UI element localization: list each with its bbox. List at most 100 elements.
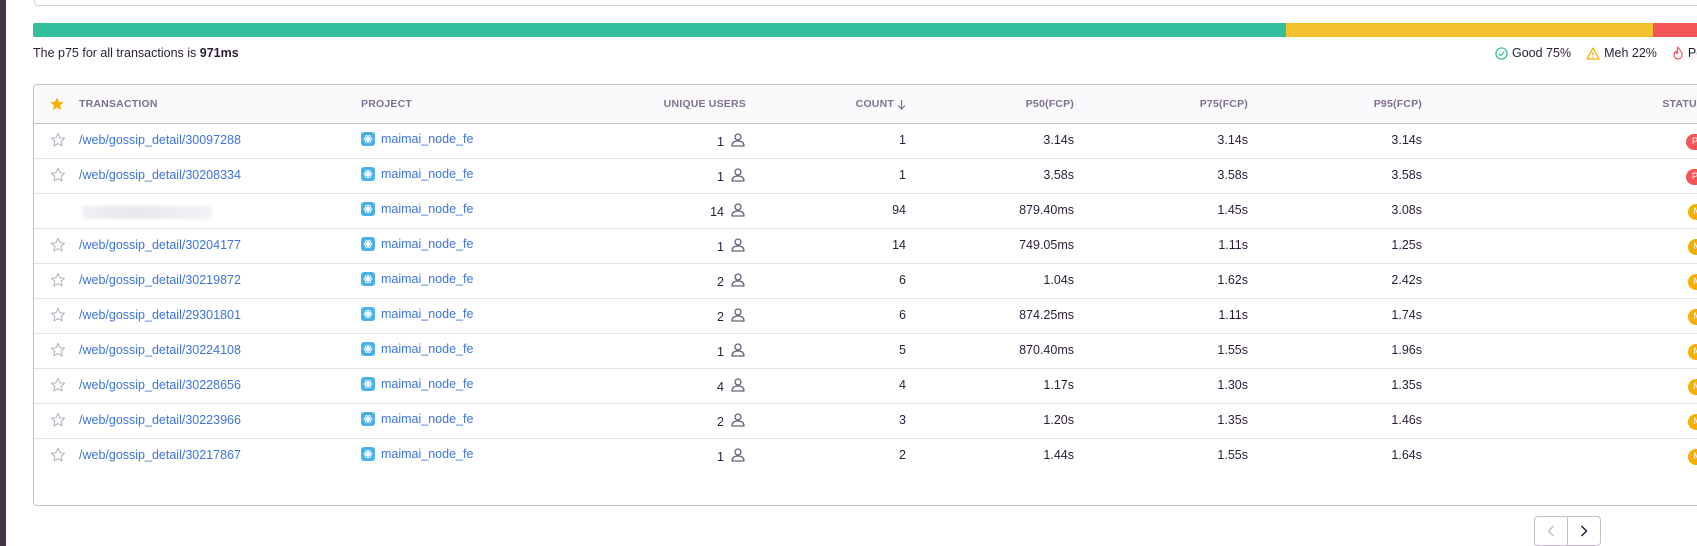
legend: Good 75% Meh 22% Poor 2% bbox=[1495, 46, 1697, 60]
transaction-link[interactable]: /web/gossip_detail/29301801 bbox=[79, 308, 241, 322]
count-value: 4 bbox=[899, 378, 906, 392]
project-link[interactable]: maimai_node_fe bbox=[361, 307, 473, 321]
unique-users-value: 4 bbox=[717, 379, 724, 394]
p75-value-cell: 1.55s bbox=[1217, 448, 1248, 462]
table-row: /web/gossip_detail/30224108 maimai_node_f… bbox=[34, 333, 1697, 369]
header-transaction[interactable]: TRANSACTION bbox=[79, 98, 158, 110]
p50-value: 3.58s bbox=[1043, 168, 1074, 182]
project-link[interactable]: maimai_node_fe bbox=[361, 342, 473, 356]
p75-value-cell: 1.45s bbox=[1217, 203, 1248, 217]
transaction-link[interactable]: /web/gossip_detail/30224108 bbox=[79, 343, 241, 357]
header-count[interactable]: COUNT bbox=[856, 98, 906, 110]
star-icon[interactable] bbox=[50, 237, 66, 253]
unique-users-value: 2 bbox=[717, 274, 724, 289]
p75-value-cell: 1.11s bbox=[1218, 308, 1248, 322]
p75-value-cell: 1.11s bbox=[1218, 238, 1248, 252]
warning-icon bbox=[1586, 46, 1600, 60]
header-p50[interactable]: P50(FCP) bbox=[1025, 98, 1074, 110]
p75-value-cell: 1.55s bbox=[1217, 343, 1248, 357]
p95-value: 1.25s bbox=[1391, 238, 1422, 252]
star-icon[interactable] bbox=[50, 412, 66, 428]
project-link[interactable]: maimai_node_fe bbox=[361, 132, 473, 146]
star-icon[interactable] bbox=[50, 272, 66, 288]
project-name: maimai_node_fe bbox=[381, 167, 474, 181]
p95-value: 1.46s bbox=[1391, 413, 1422, 427]
pagination bbox=[1534, 516, 1601, 546]
star-icon[interactable] bbox=[50, 132, 66, 148]
unique-users-value: 2 bbox=[717, 309, 724, 324]
table-row: /web/gossip_detail/30097288 maimai_node_f… bbox=[34, 123, 1697, 159]
p50-value: 1.20s bbox=[1043, 413, 1074, 427]
project-link[interactable]: maimai_node_fe bbox=[361, 272, 473, 286]
legend-poor: Poor 2% bbox=[1672, 46, 1697, 60]
user-icon bbox=[730, 167, 746, 186]
platform-icon bbox=[361, 307, 375, 321]
p95-value: 2.42s bbox=[1391, 273, 1422, 287]
star-filled-icon[interactable] bbox=[49, 96, 65, 112]
project-link[interactable]: maimai_node_fe bbox=[361, 202, 473, 216]
count-value: 94 bbox=[892, 203, 906, 217]
unique-users-value: 1 bbox=[717, 169, 724, 184]
p95-value: 1.74s bbox=[1391, 308, 1422, 322]
project-name: maimai_node_fe bbox=[381, 412, 474, 426]
project-link[interactable]: maimai_node_fe bbox=[361, 412, 473, 426]
project-link[interactable]: maimai_node_fe bbox=[361, 447, 473, 461]
p95-value: 1.96s bbox=[1391, 343, 1422, 357]
header-project[interactable]: PROJECT bbox=[361, 98, 412, 110]
header-unique-users[interactable]: UNIQUE USERS bbox=[663, 98, 746, 110]
transactions-table: TRANSACTION PROJECT UNIQUE USERS COUNT P… bbox=[33, 84, 1697, 506]
count-value: 1 bbox=[899, 168, 906, 182]
star-icon[interactable] bbox=[50, 167, 66, 183]
header-p75[interactable]: P75(FCP) bbox=[1199, 98, 1248, 110]
star-icon[interactable] bbox=[50, 342, 66, 358]
p75-value-cell: 3.14s bbox=[1217, 133, 1248, 147]
unique-users-value: 1 bbox=[717, 134, 724, 149]
star-icon[interactable] bbox=[50, 377, 66, 393]
project-link[interactable]: maimai_node_fe bbox=[361, 377, 473, 391]
transaction-link[interactable]: /web/gossip_detail/30204177 bbox=[79, 238, 241, 252]
transaction-link[interactable]: /web/gossip_detail/30228656 bbox=[79, 378, 241, 392]
p95-value: 3.14s bbox=[1391, 133, 1422, 147]
top-panel-edge bbox=[34, 0, 1697, 6]
project-name: maimai_node_fe bbox=[381, 377, 474, 391]
platform-icon bbox=[361, 412, 375, 426]
summary-row: The p75 for all transactions is 971ms Go… bbox=[33, 46, 1697, 64]
unique-users-value: 1 bbox=[717, 239, 724, 254]
previous-page-button[interactable] bbox=[1534, 516, 1567, 546]
transaction-link[interactable]: /web/gossip_detail/30219872 bbox=[79, 273, 241, 287]
check-circle-icon bbox=[1495, 46, 1508, 60]
distribution-segment-good bbox=[33, 23, 1286, 37]
p75-value-cell: 3.58s bbox=[1217, 168, 1248, 182]
transaction-link[interactable]: /web/gossip_detail/30097288 bbox=[79, 133, 241, 147]
project-link[interactable]: maimai_node_fe bbox=[361, 167, 473, 181]
transaction-link[interactable]: /web/gossip_detail/30208334 bbox=[79, 168, 241, 182]
p75-value-cell: 1.35s bbox=[1217, 413, 1248, 427]
header-p95[interactable]: P95(FCP) bbox=[1373, 98, 1422, 110]
status-badge: Meh bbox=[1687, 344, 1697, 360]
chevron-left-icon bbox=[1547, 525, 1555, 537]
count-value: 2 bbox=[899, 448, 906, 462]
p75-value-cell: 1.62s bbox=[1217, 273, 1248, 287]
chevron-right-icon bbox=[1580, 525, 1588, 537]
star-icon[interactable] bbox=[50, 447, 66, 463]
table-row: /web/gossip_detail/30217867 maimai_node_f… bbox=[34, 438, 1697, 473]
table-header: TRANSACTION PROJECT UNIQUE USERS COUNT P… bbox=[34, 85, 1697, 124]
p50-value: 1.04s bbox=[1043, 273, 1074, 287]
transaction-link[interactable]: /web/gossip_detail/30217867 bbox=[79, 448, 241, 462]
transaction-link[interactable]: /web/gossip_detail/30223966 bbox=[79, 413, 241, 427]
project-link[interactable]: maimai_node_fe bbox=[361, 237, 473, 251]
p75-summary-prefix: The p75 for all transactions is bbox=[33, 46, 200, 60]
p95-value: 3.58s bbox=[1391, 168, 1422, 182]
header-count-label: COUNT bbox=[855, 98, 894, 110]
redacted-transaction bbox=[82, 206, 212, 219]
legend-good-label: Good 75% bbox=[1512, 46, 1572, 60]
project-name: maimai_node_fe bbox=[381, 132, 474, 146]
star-icon[interactable] bbox=[50, 307, 66, 323]
user-icon bbox=[730, 377, 746, 396]
user-icon bbox=[730, 272, 746, 291]
fcp-distribution-bar bbox=[33, 23, 1697, 37]
legend-good: Good 75% bbox=[1495, 46, 1571, 60]
next-page-button[interactable] bbox=[1567, 516, 1601, 546]
status-badge: Meh bbox=[1687, 274, 1697, 290]
header-status[interactable]: STATUS bbox=[1662, 98, 1697, 110]
